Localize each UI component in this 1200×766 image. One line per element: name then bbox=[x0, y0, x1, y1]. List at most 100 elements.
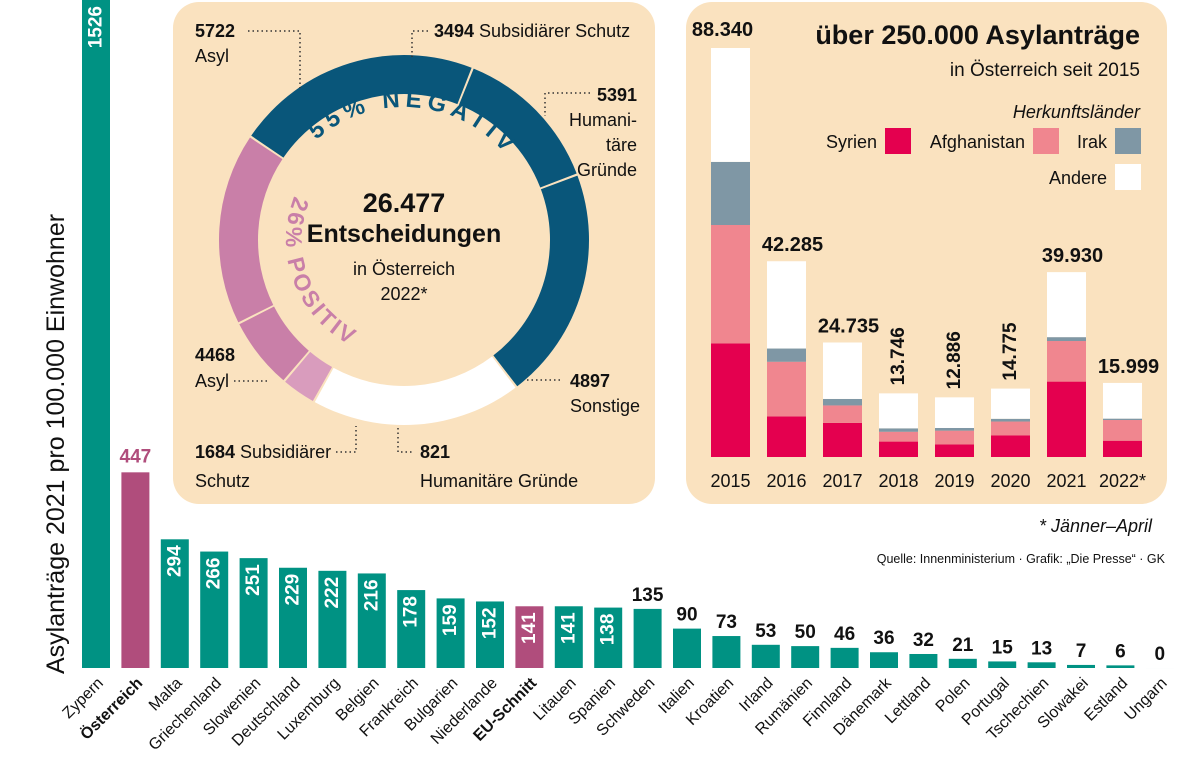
yearly-bar-irak bbox=[767, 348, 806, 362]
eu-value-label: 46 bbox=[834, 624, 855, 645]
donut-center-number: 26.477 bbox=[363, 188, 446, 218]
yearly-year-label: 2018 bbox=[878, 471, 918, 491]
yearly-bar-irak bbox=[711, 161, 750, 225]
yearly-bar-andere bbox=[767, 261, 806, 349]
eu-bar-italien bbox=[673, 628, 701, 668]
yearly-total-label: 39.930 bbox=[1042, 245, 1103, 267]
eu-value-label: 216 bbox=[361, 579, 382, 611]
donut-segment-positiv bbox=[285, 351, 333, 401]
eu-value-label: 152 bbox=[480, 607, 501, 639]
yearly-total-label: 14.775 bbox=[1000, 322, 1021, 381]
yearly-year-label: 2021 bbox=[1046, 471, 1086, 491]
donut-segment-positiv bbox=[219, 137, 283, 323]
yearly-bar-afghanistan bbox=[711, 224, 750, 344]
yearly-bar-andere bbox=[823, 342, 862, 399]
eu-value-label: 6 bbox=[1115, 641, 1126, 662]
leader-line bbox=[411, 30, 428, 58]
eu-value-label: 13 bbox=[1031, 638, 1052, 659]
eu-value-label: 32 bbox=[913, 630, 934, 651]
yearly-bar-andere bbox=[935, 397, 974, 428]
donut-segment-sonstige bbox=[314, 356, 516, 426]
donut-center-year: 2022* bbox=[380, 284, 427, 304]
donut-segment-label: Humani- bbox=[569, 110, 637, 130]
yearly-bar-andere bbox=[711, 48, 750, 162]
donut-segment-label: Asyl bbox=[195, 371, 229, 391]
yearly-bar-afghanistan bbox=[879, 431, 918, 442]
eu-value-label: 251 bbox=[243, 564, 264, 596]
eu-bar-luxemburg bbox=[318, 570, 347, 668]
eu-bar-belgien bbox=[357, 573, 386, 668]
eu-y-axis-label: Asylanträge 2021 pro 100.000 Einwohner bbox=[42, 214, 70, 674]
eu-bar-deutschland bbox=[279, 567, 307, 668]
eu-value-label: 447 bbox=[120, 446, 152, 467]
eu-bar-niederlande bbox=[476, 601, 504, 668]
eu-bar-schweden bbox=[633, 608, 662, 668]
eu-bar-kroatien bbox=[712, 636, 741, 668]
eu-bar-zypern bbox=[82, 0, 110, 668]
yearly-bar-syrien bbox=[1103, 440, 1142, 457]
donut-segment-negativ bbox=[458, 68, 577, 188]
yearly-total-label: 24.735 bbox=[818, 315, 879, 337]
legend-label: Andere bbox=[1049, 168, 1107, 188]
yearly-year-label: 2019 bbox=[934, 471, 974, 491]
yearly-year-label: 2020 bbox=[990, 471, 1030, 491]
eu-category-label: Estland bbox=[1081, 675, 1131, 725]
donut-segment-label: Humanitäre Gründe bbox=[420, 471, 578, 491]
leader-line bbox=[336, 426, 357, 453]
legend-swatch bbox=[1033, 128, 1059, 154]
yearly-bar-andere bbox=[1103, 382, 1142, 419]
yearly-bar-syrien bbox=[823, 422, 862, 457]
eu-value-label: 138 bbox=[598, 614, 619, 646]
yearly-bar-syrien bbox=[1047, 381, 1086, 457]
yearly-bar-chart: 88.340 2015 42.285 2016 24.735 2017 13.746 2018… bbox=[692, 19, 1159, 491]
eu-value-label: 73 bbox=[716, 612, 737, 633]
eu-bar-rumänien bbox=[791, 646, 820, 668]
eu-bar-griechenland bbox=[200, 551, 229, 668]
yearly-bar-irak bbox=[823, 398, 862, 406]
yearly-total-label: 13.746 bbox=[888, 327, 909, 385]
eu-value-label: 7 bbox=[1076, 641, 1087, 662]
leader-line bbox=[397, 428, 414, 453]
donut-segment-positiv bbox=[239, 306, 309, 381]
legend-swatch bbox=[1115, 164, 1141, 190]
eu-bar-polen bbox=[948, 658, 977, 668]
donut-segment-negativ bbox=[493, 175, 589, 387]
eu-value-label: 159 bbox=[440, 604, 461, 636]
eu-value-label: 135 bbox=[632, 585, 664, 606]
donut-value-label: 3494 Subsidiärer Schutz bbox=[434, 21, 630, 41]
eu-value-label: 50 bbox=[795, 622, 816, 643]
yearly-bar-andere bbox=[991, 388, 1030, 419]
donut-value-label: 4897 bbox=[570, 371, 610, 391]
eu-bar-bulgarien bbox=[436, 598, 465, 668]
yearly-year-label: 2022* bbox=[1099, 471, 1146, 491]
donut-segment-label: Sonstige bbox=[570, 396, 640, 416]
eu-bar-litauen bbox=[554, 606, 583, 668]
leader-line bbox=[544, 92, 590, 116]
donut-value-label: 5722 bbox=[195, 21, 235, 41]
leader-line bbox=[248, 30, 301, 88]
yearly-bar-irak bbox=[935, 427, 974, 431]
eu-bar-frankreich bbox=[397, 590, 426, 668]
donut-center-label: Entscheidungen bbox=[307, 220, 501, 248]
yearly-bar-andere bbox=[1047, 272, 1086, 338]
eu-bar-malta bbox=[160, 539, 189, 668]
footnote: * Jänner–April bbox=[1039, 516, 1153, 536]
legend-swatch bbox=[1115, 128, 1141, 154]
donut-value-label: 5391 bbox=[597, 85, 637, 105]
eu-bar-estland bbox=[1106, 665, 1135, 668]
eu-value-label: 294 bbox=[164, 545, 185, 577]
eu-value-label: 178 bbox=[401, 596, 422, 628]
donut-value-label: 821 bbox=[420, 442, 450, 462]
eu-bar-österreich bbox=[121, 472, 150, 668]
yearly-bar-afghanistan bbox=[767, 361, 806, 417]
legend-label: Syrien bbox=[826, 132, 877, 152]
legend-swatch bbox=[885, 128, 911, 154]
eu-value-label: 53 bbox=[755, 621, 776, 642]
eu-value-label: 90 bbox=[676, 605, 697, 626]
yearly-bar-syrien bbox=[879, 441, 918, 457]
legend-label: Irak bbox=[1077, 132, 1108, 152]
donut-value-label: 1684 Subsidiärer bbox=[195, 442, 331, 462]
yearly-bar-irak bbox=[1047, 337, 1086, 342]
eu-value-label: 222 bbox=[322, 577, 343, 609]
